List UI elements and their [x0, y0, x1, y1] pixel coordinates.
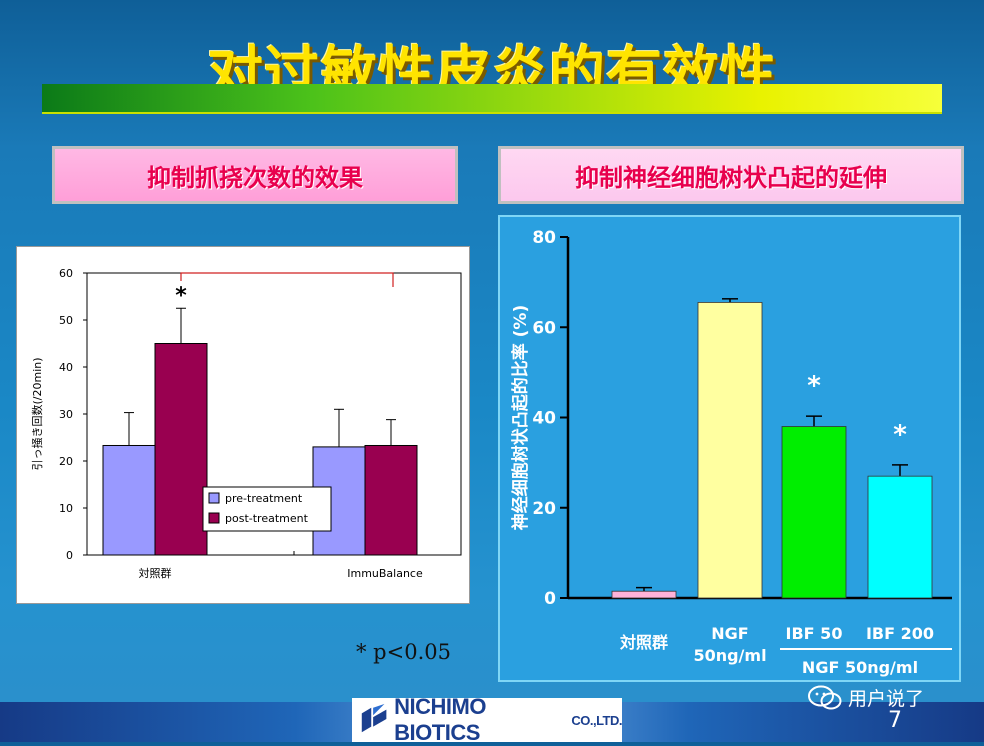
legend-box: [202, 486, 332, 532]
left-panel-label: 抑制抓挠次数的效果: [52, 146, 458, 204]
bar: [611, 590, 677, 599]
x-category-label: 50ng/ml: [693, 646, 766, 665]
bar: [867, 475, 933, 599]
page-number: 7: [888, 708, 902, 733]
wechat-icon: [808, 685, 842, 709]
significance-star: *: [175, 283, 187, 308]
neurite-outgrowth-chart: 0 20 40 60 80 神经细胞树状凸起的比率 (%) * * 対照群 NGF 50ng/ml I…: [510, 228, 952, 677]
legend-label: post-treatment: [225, 512, 309, 525]
x-category-label: 対照群: [619, 633, 668, 652]
scratch-count-chart: 0 10 20 30 40 50 60 引っ掻き回数(/20min) 対照群 ImmuBalanc…: [30, 267, 462, 580]
y-axis-label: 引っ掻き回数(/20min): [30, 357, 44, 470]
x-category-label: IBF 50: [786, 624, 843, 643]
y-axis-label: 神经细胞树状凸起的比率 (%): [510, 305, 531, 531]
significance-note: * p<0.05: [356, 640, 451, 664]
company-suffix: CO.,LTD.: [571, 712, 622, 728]
x-category-label: IBF 200: [866, 624, 934, 643]
bar: [364, 444, 418, 556]
scratch-chart-panel: 0 10 20 30 40 50 60 引っ掻き回数(/20min) 対照群 ImmuBalanc…: [16, 246, 470, 604]
bar: [102, 444, 156, 556]
significance-star: *: [893, 420, 907, 450]
x-category-label: ImmuBalance: [347, 567, 423, 580]
y-tick-label: 60: [59, 267, 73, 280]
bar: [697, 302, 763, 599]
y-tick-label: 30: [59, 408, 73, 421]
wechat-account-text: 用户说了: [848, 688, 925, 710]
y-tick-label: 50: [59, 314, 73, 327]
right-panel-label: 抑制神经细胞树状凸起的延伸: [498, 146, 964, 204]
wechat-watermark: 用户说了: [808, 684, 924, 711]
y-tick-label: 40: [532, 409, 556, 429]
y-tick-label: 60: [532, 318, 556, 338]
neurite-chart-panel: 0 20 40 60 80 神经细胞树状凸起的比率 (%) * * 対照群 NGF 50ng/ml I…: [498, 215, 961, 682]
x-category-label: NGF: [711, 624, 748, 643]
title-underline-bar: [42, 84, 942, 114]
y-tick-label: 20: [59, 455, 73, 468]
legend-label: pre-treatment: [225, 492, 303, 505]
y-tick-label: 40: [59, 361, 73, 374]
group-label: NGF 50ng/ml: [802, 658, 918, 677]
y-tick-label: 20: [532, 499, 556, 519]
y-tick-label: 0: [66, 549, 73, 562]
significance-star: *: [807, 371, 821, 401]
y-tick-label: 80: [532, 228, 556, 248]
company-name: NICHIMO BIOTICS: [394, 694, 486, 745]
x-category-label: 対照群: [139, 566, 172, 580]
company-logo: NICHIMO BIOTICS CO.,LTD.: [352, 694, 622, 745]
legend-swatch: [208, 512, 220, 524]
bar: [154, 343, 208, 556]
y-tick-label: 10: [59, 502, 73, 515]
bar: [781, 426, 847, 599]
legend-swatch: [208, 492, 220, 504]
significance-bracket: [180, 272, 394, 287]
nichimo-logo-icon: [361, 703, 387, 733]
y-tick-label: 0: [544, 589, 556, 609]
